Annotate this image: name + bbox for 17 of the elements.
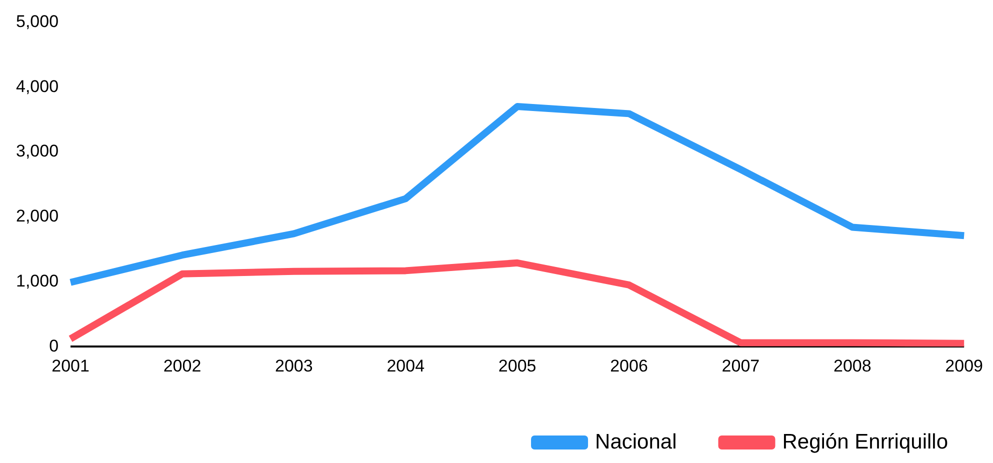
x-tick-label: 2007: [722, 356, 760, 376]
y-tick-label: 3,000: [16, 142, 59, 161]
x-tick-label: 2008: [833, 356, 872, 376]
legend-label: Nacional: [595, 430, 677, 454]
y-tick-label: 5,000: [16, 12, 59, 31]
y-tick-label: 1,000: [16, 271, 59, 290]
y-tick-label: 2,000: [16, 206, 59, 226]
legend-label: Región Enrriquillo: [782, 430, 948, 454]
x-tick-label: 2002: [163, 356, 202, 376]
x-tick-label: 2003: [275, 356, 313, 376]
x-tick-label: 2005: [498, 356, 536, 376]
x-tick-label: 2009: [945, 356, 984, 376]
x-tick-label: 2001: [52, 356, 90, 376]
y-tick-label: 4,000: [16, 76, 59, 96]
y-tick-label: 0: [49, 336, 59, 356]
x-tick-label: 2006: [610, 356, 648, 376]
x-tick-label: 2004: [386, 356, 425, 376]
